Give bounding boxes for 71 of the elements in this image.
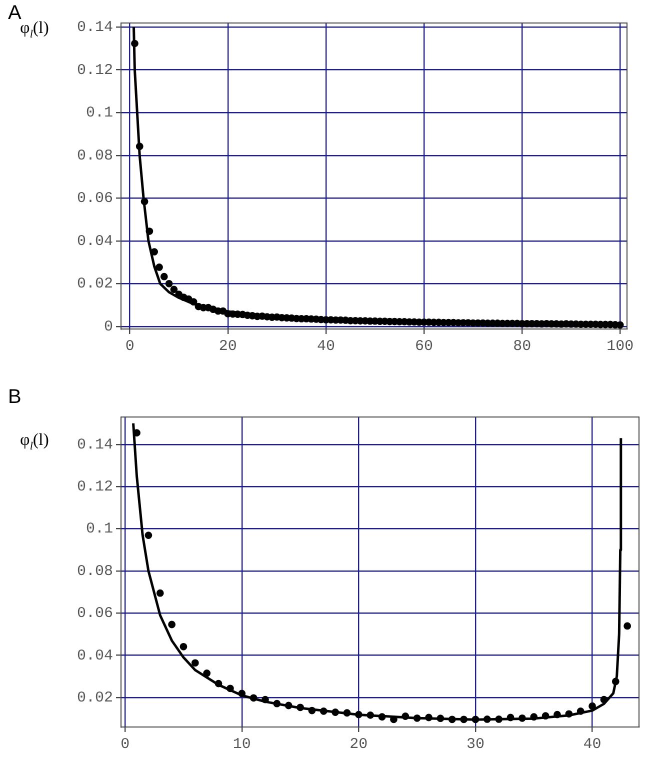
chart-title: B <box>8 386 22 409</box>
point <box>262 696 269 704</box>
point <box>332 708 340 716</box>
point <box>354 710 362 718</box>
point <box>308 706 316 714</box>
point <box>250 694 258 702</box>
point <box>168 620 176 628</box>
point <box>366 711 374 719</box>
point <box>413 714 421 722</box>
point <box>448 716 456 724</box>
point <box>402 712 410 720</box>
point <box>156 589 164 597</box>
y-tick-label: 0 <box>104 318 113 336</box>
x-tick-label: 20 <box>218 338 237 355</box>
point <box>624 622 632 630</box>
point <box>612 678 620 686</box>
point <box>144 532 152 540</box>
point <box>542 712 550 720</box>
point <box>483 716 491 723</box>
point <box>460 716 468 724</box>
y-tick-label: 0.14 <box>76 436 113 454</box>
y-axis-title: φ$_{l}$(l) <box>20 18 49 40</box>
point <box>343 709 351 717</box>
x-tick-label: 80 <box>513 338 532 355</box>
point <box>588 702 596 710</box>
point <box>191 659 199 667</box>
y-tick-label: 0.04 <box>76 647 113 664</box>
point <box>320 707 328 715</box>
point <box>214 680 222 688</box>
x-tick-label: 40 <box>316 338 335 355</box>
y-tick-label: 0.12 <box>76 478 113 496</box>
y-tick-label: 0.02 <box>76 689 113 706</box>
y-tick-label: 0.12 <box>76 62 113 79</box>
y-tick-label: 0.06 <box>76 190 113 208</box>
x-tick-label: 0 <box>120 736 130 753</box>
y-tick-label: 0.1 <box>86 104 113 122</box>
point <box>180 642 188 650</box>
y-tick-label: 0.04 <box>76 232 113 250</box>
point <box>436 714 444 722</box>
point <box>378 713 386 721</box>
point <box>530 713 538 721</box>
point <box>284 702 292 710</box>
x-tick-label: 20 <box>350 736 368 753</box>
point <box>576 707 584 715</box>
point <box>565 710 573 718</box>
point <box>506 714 514 722</box>
x-tick-label: 10 <box>232 736 251 753</box>
point <box>600 696 608 704</box>
x-tick-label: 40 <box>583 736 602 753</box>
y-tick-label: 0.1 <box>86 520 113 538</box>
point <box>554 710 561 718</box>
point <box>238 690 246 698</box>
chart-title: A <box>8 2 22 25</box>
point <box>273 700 281 708</box>
point <box>226 684 234 692</box>
point <box>425 714 432 722</box>
point <box>296 704 304 712</box>
x-tick-label: 60 <box>415 338 434 355</box>
y-tick-label: 0.08 <box>76 562 113 580</box>
point <box>495 716 503 723</box>
y-tick-label: 0.14 <box>76 19 113 36</box>
y-tick-label: 0.02 <box>76 276 113 293</box>
x-tick-label: 100 <box>606 338 634 355</box>
point <box>203 670 211 677</box>
y-tick-label: 0.08 <box>76 147 113 164</box>
point <box>472 716 480 724</box>
x-tick-label: 0 <box>125 338 134 355</box>
y-axis-title: φ$_{l}$(l) <box>20 430 49 452</box>
y-tick-label: 0.06 <box>76 605 113 622</box>
x-tick-label: 30 <box>466 736 484 753</box>
point <box>518 714 526 722</box>
